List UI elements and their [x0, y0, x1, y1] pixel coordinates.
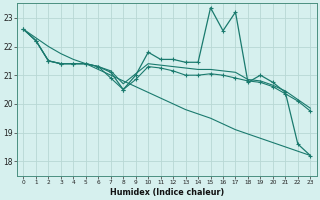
X-axis label: Humidex (Indice chaleur): Humidex (Indice chaleur)	[110, 188, 224, 197]
